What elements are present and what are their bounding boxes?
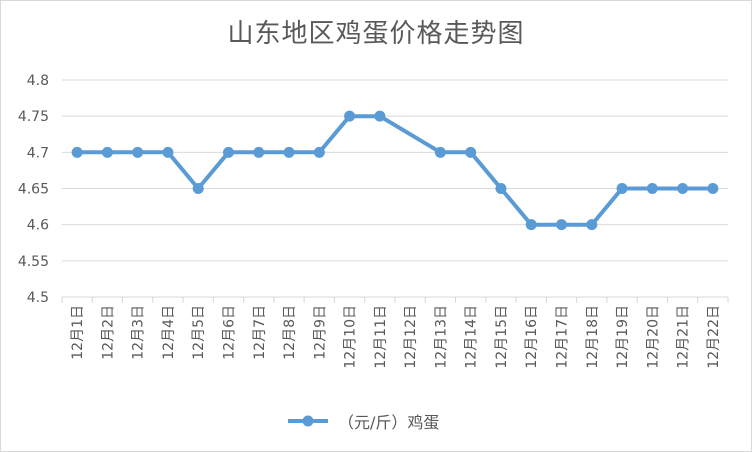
series-line: [75, 114, 715, 227]
x-tick-label: 12月13日: [433, 305, 449, 369]
data-point: [586, 219, 598, 231]
x-tick-label: 12月2日: [100, 305, 116, 360]
x-tick-label: 12月4日: [161, 305, 177, 360]
x-tick-label: 12月10日: [343, 305, 359, 369]
data-point: [283, 146, 295, 158]
x-tick-label: 12月17日: [555, 305, 571, 369]
x-tick-label: 12月3日: [131, 305, 147, 360]
data-point: [556, 219, 567, 231]
y-tick-label: 4.55: [18, 254, 49, 270]
x-tick-label: 12月18日: [585, 305, 601, 369]
x-tick-label: 12月9日: [312, 305, 328, 360]
data-point: [101, 146, 113, 158]
y-tick-label: 4.6: [27, 218, 49, 234]
y-tick-label: 4.7: [27, 145, 49, 161]
x-tick-label: 12月1日: [70, 305, 86, 360]
data-point: [646, 183, 658, 194]
data-point: [223, 146, 234, 158]
data-point: [525, 219, 537, 231]
legend: （元/斤）鸡蛋: [286, 409, 439, 433]
x-tick-label: 12月22日: [706, 305, 722, 369]
x-tick-label: 12月8日: [282, 305, 298, 360]
x-tick-label: 12月6日: [222, 305, 238, 360]
data-point: [162, 146, 174, 158]
data-point: [465, 146, 477, 158]
data-point: [71, 146, 83, 158]
data-point: [253, 146, 265, 158]
x-tick-label: 12月19日: [615, 305, 631, 369]
x-tick-label: 12月20日: [645, 305, 661, 369]
legend-label: （元/斤）鸡蛋: [338, 413, 440, 432]
x-tick-label: 12月12日: [403, 305, 419, 369]
x-tick-label: 12月16日: [524, 305, 540, 369]
x-tick-label: 12月11日: [373, 305, 389, 369]
x-tick-label: 12月7日: [252, 305, 268, 360]
data-point: [192, 183, 204, 194]
data-point: [374, 110, 386, 122]
data-point: [677, 183, 689, 194]
x-tick-label: 12月14日: [464, 305, 480, 369]
data-point: [313, 146, 325, 158]
data-point: [132, 146, 144, 158]
legend-swatch: [288, 415, 328, 427]
data-point: [707, 183, 719, 194]
y-tick-label: 4.5: [27, 290, 49, 306]
data-point: [344, 110, 356, 122]
x-tick-label: 12月5日: [191, 305, 207, 360]
data-point: [495, 183, 507, 194]
x-tick-label: 12月21日: [676, 305, 692, 369]
y-tick-label: 4.75: [18, 109, 49, 125]
data-point: [434, 146, 446, 158]
y-tick-label: 4.8: [27, 73, 49, 89]
y-tick-label: 4.65: [18, 182, 49, 198]
chart-title: 山东地区鸡蛋价格走势图: [227, 19, 525, 49]
x-tick-label: 12月15日: [494, 305, 510, 369]
data-point: [616, 183, 628, 194]
